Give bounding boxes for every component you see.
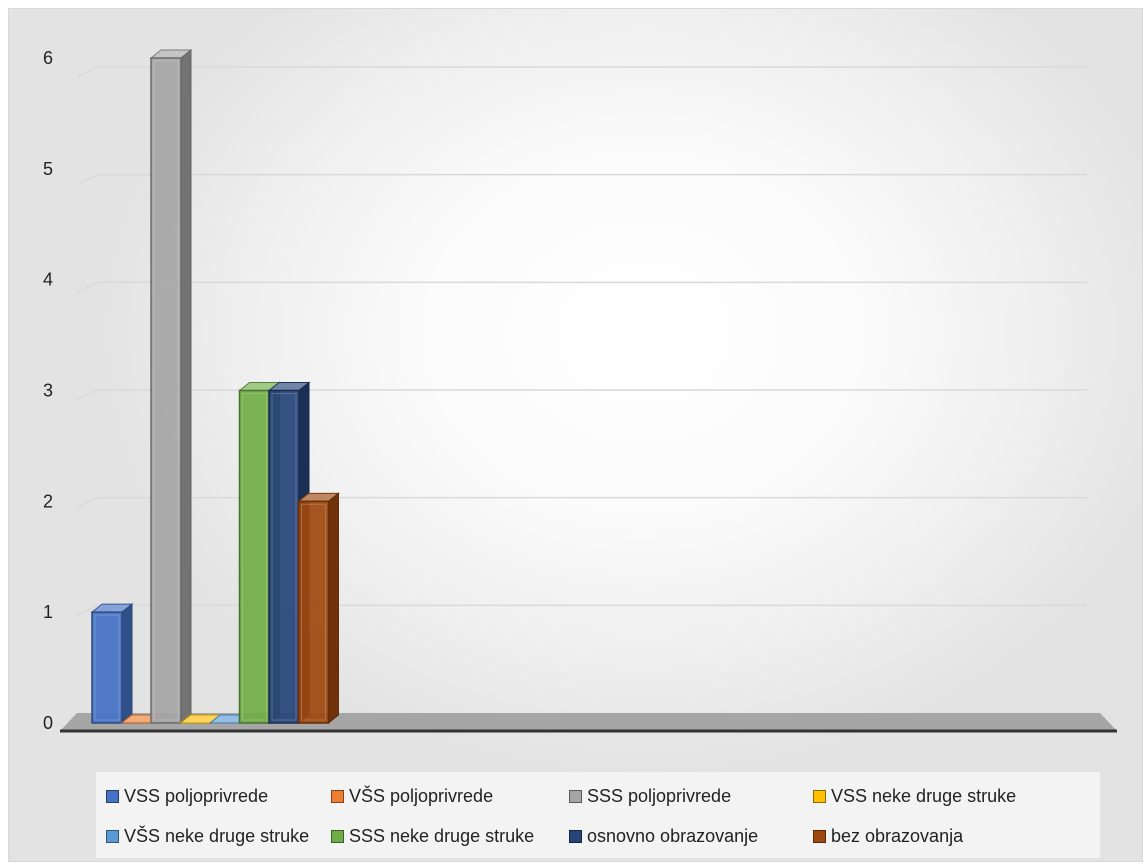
gridline-side [76,496,98,509]
y-tick-labels: 0 1 2 3 4 5 6 [43,48,53,733]
legend-swatch [106,830,119,843]
bar [149,48,193,725]
y-tick-label: 5 [43,159,53,179]
gridline-side [76,281,98,294]
legend-label: VSS poljoprivrede [124,786,269,806]
legend-item: bez obrazovanja [813,826,963,847]
y-tick-label: 4 [43,270,53,290]
legend-label: osnovno obrazovanje [587,826,759,846]
legend-label: VŠS poljoprivrede [349,786,494,806]
legend-swatch [331,830,344,843]
legend-item: osnovno obrazovanje [569,826,758,847]
bars [90,48,340,725]
legend-label: VSS neke druge struke [831,786,1017,806]
legend-swatch [569,830,582,843]
gridline-side [76,66,98,78]
y-tick-label: 3 [43,381,53,401]
legend-item: SSS poljoprivrede [569,786,731,807]
legend-swatch [813,790,826,803]
y-tick-label: 6 [43,48,53,68]
legend-swatch [569,790,582,803]
legend-label: SSS poljoprivrede [587,786,732,806]
bar [297,492,340,725]
gridline-side [76,604,98,617]
legend-swatch [813,830,826,843]
y-tick-label: 0 [43,713,53,733]
legend-item: VŠS neke druge struke [106,826,309,847]
y-tick-label: 2 [43,491,53,511]
legend-label: SSS neke druge struke [349,826,535,846]
legend: VSS poljoprivrede VŠS poljoprivrede SSS po… [96,772,1100,858]
gridline-side [76,389,98,401]
legend-swatch [106,790,119,803]
legend-item: SSS neke druge struke [331,826,534,847]
gridline-side [76,173,98,186]
bar [90,603,134,725]
legend-label: VŠS neke druge struke [124,826,310,846]
gridlines [76,66,1087,617]
legend-item: VSS neke druge struke [813,786,1016,807]
legend-label: bez obrazovanja [831,826,964,846]
legend-swatch [331,790,344,803]
y-tick-label: 1 [43,602,53,622]
legend-item: VŠS poljoprivrede [331,786,493,807]
legend-item: VSS poljoprivrede [106,786,268,807]
